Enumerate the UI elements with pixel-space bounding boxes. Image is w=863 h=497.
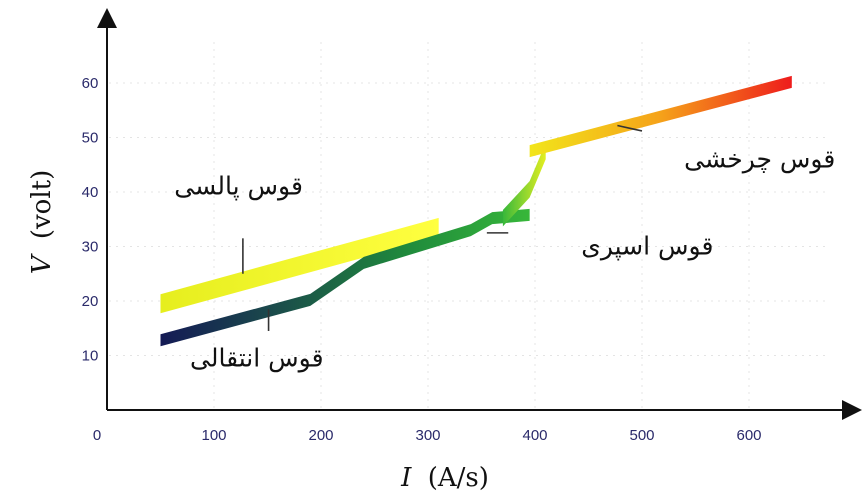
x-axis-variable: I [400,463,412,493]
band-pulse [160,217,439,314]
y-tick-label: 20 [82,293,99,310]
x-tick-label: 0 [93,427,101,444]
annotation-label: قوس اسپری [581,232,713,261]
x-tick-label: 400 [522,427,547,444]
y-axis-unit: (volt) [27,170,57,239]
annotation-label: قوس چرخشی [684,144,835,173]
y-tick-label: 60 [82,75,99,92]
y-tick-label: 40 [82,184,99,201]
x-axis-unit: (A/s) [428,463,489,493]
x-tick-label: 600 [736,427,761,444]
y-tick-label: 10 [82,348,99,365]
y-axis-variable: V [27,253,57,274]
x-tick-label: 500 [629,427,654,444]
band-rotating [529,75,792,158]
y-tick-label: 50 [82,130,99,147]
x-tick-label: 200 [308,427,333,444]
plot-bands [160,75,792,347]
x-tick-label: 100 [201,427,226,444]
annotation-label: قوس پالسی [174,172,303,201]
y-axis-title: V (volt) [27,170,57,274]
leader-rotating [617,124,643,132]
x-tick-label: 300 [415,427,440,444]
leader-lines [242,124,643,331]
band-transfer [160,208,530,347]
y-tick-label: 30 [82,239,99,256]
annotations: قوس پالسی قوس انتقالی قوس اسپری قوس چرخشی [174,144,835,372]
band-spray [502,142,546,227]
grid [109,40,830,408]
tick-labels: 0 100 200 300 400 500 600 10 20 30 40 50 60 [82,75,762,444]
annotation-label: قوس انتقالی [190,343,324,372]
x-axis-title: I (A/s) [400,463,489,493]
